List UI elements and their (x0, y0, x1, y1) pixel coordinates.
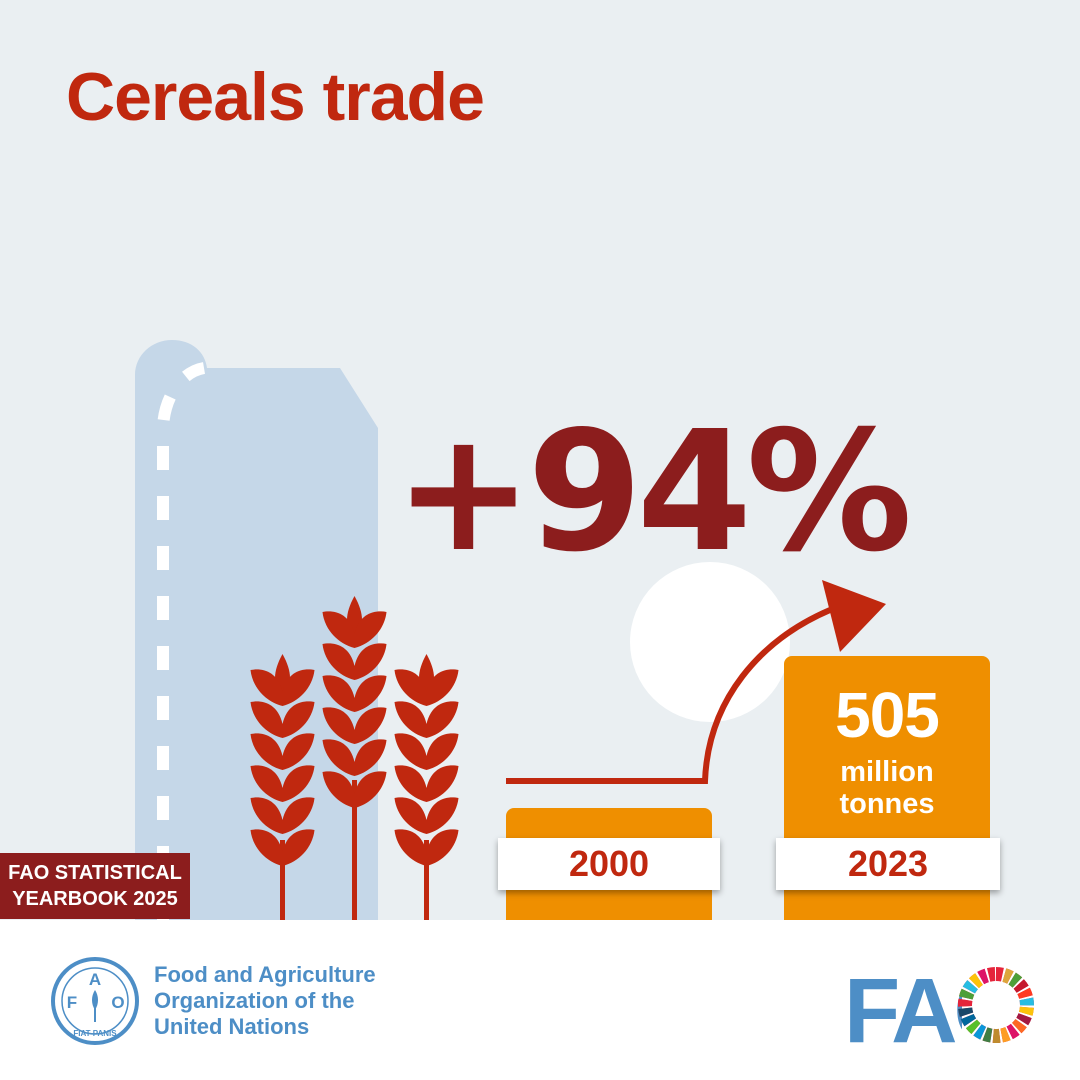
badge-line2: YEARBOOK 2025 (12, 888, 178, 910)
silo-icon (135, 340, 378, 920)
bar-unit-line2: tonnes (839, 788, 935, 820)
org-name-line1: Food and Agriculture (154, 962, 376, 987)
wheat-icon (250, 596, 459, 920)
illustration-area: Cereals trade (0, 0, 1080, 920)
yearbook-badge: FAO STATISTICAL YEARBOOK 2025 (0, 853, 190, 919)
emblem-motto: FIAT PANIS (73, 1029, 117, 1038)
percent-change: +94% (394, 396, 912, 589)
org-name-line3: United Nations (154, 1014, 310, 1039)
illustration (135, 340, 886, 920)
org-name-line2: Organization of the (154, 988, 355, 1013)
fao-emblem-icon: A F O FIAT PANIS (51, 957, 139, 1045)
organization-name: Food and Agriculture Organization of the… (154, 962, 376, 1040)
year-label-2023: 2023 (776, 838, 1000, 890)
emblem-letter-f: F (67, 993, 77, 1012)
year-label-2000: 2000 (498, 838, 720, 890)
bar-unit: million tonnes (784, 756, 990, 820)
sun-icon (630, 562, 790, 722)
page-title: Cereals trade (66, 59, 485, 135)
sdg-wheel-icon (958, 967, 1034, 1043)
emblem-letter-a: A (89, 970, 101, 989)
fao-logo: FAO (844, 960, 1038, 1050)
bar-value: 505 (835, 679, 940, 751)
footer: A F O FIAT PANIS Food and Agriculture Or… (0, 920, 1080, 1080)
badge-line1: FAO STATISTICAL (8, 862, 182, 884)
bar-unit-line1: million (840, 756, 934, 788)
arrow-icon (506, 580, 886, 784)
emblem-letter-o: O (111, 993, 124, 1012)
